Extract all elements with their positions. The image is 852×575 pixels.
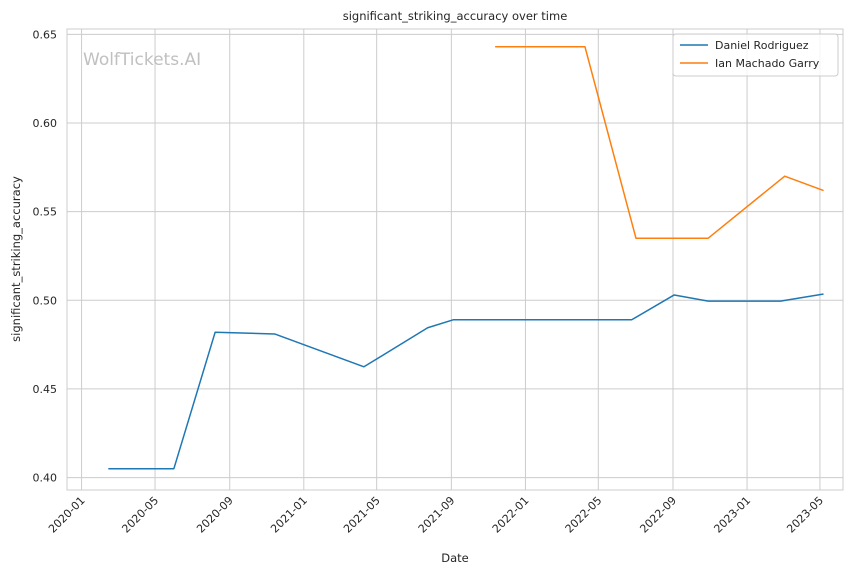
watermark: WolfTickets.AI — [83, 50, 201, 70]
series-layer — [108, 45, 824, 470]
x-axis-title: Date — [441, 551, 469, 565]
legend: Daniel Rodriguez Ian Machado Garry — [672, 33, 839, 77]
series-line-0 — [108, 293, 824, 470]
y-tick-label: 0.45 — [33, 383, 58, 396]
chart-title: significant_striking_accuracy over time — [343, 9, 568, 23]
legend-box — [672, 33, 839, 77]
legend-label-ian: Ian Machado Garry — [715, 57, 820, 70]
y-tick-label: 0.60 — [33, 117, 58, 130]
y-tick-label: 0.50 — [33, 294, 58, 307]
y-tick-label: 0.55 — [33, 206, 58, 219]
series-line-1 — [494, 45, 824, 239]
grid — [67, 29, 843, 490]
legend-label-daniel: Daniel Rodriguez — [715, 39, 809, 52]
y-tick-label: 0.65 — [33, 28, 58, 41]
plot-frame — [66, 28, 844, 491]
y-tick-label: 0.40 — [33, 472, 58, 485]
y-axis-title: significant_striking_accuracy — [9, 176, 23, 342]
